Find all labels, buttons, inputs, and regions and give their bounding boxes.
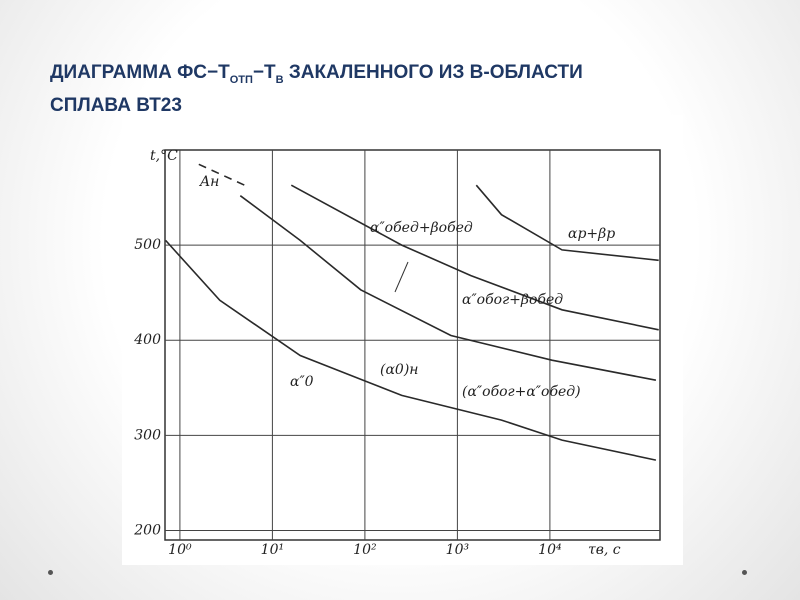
y-axis-label: t,°C (150, 148, 178, 164)
x-tick-label: 10⁴ (538, 542, 562, 558)
region-label: (α″обог+α″обед) (462, 384, 581, 400)
y-tick-label: 500 (134, 237, 161, 253)
boundary-line (239, 195, 657, 381)
title-text: −T (252, 62, 276, 83)
title-text: ДИАГРАММА ФС−T (50, 62, 230, 83)
region-label: Aн (198, 174, 219, 190)
title-text: СПЛАВА ВТ23 (50, 94, 182, 116)
region-label: α″обог+βобед (462, 292, 563, 308)
title-subscript: ОТП (229, 73, 253, 86)
x-tick-label: 10⁰ (168, 542, 192, 558)
title-text: ЗАКАЛЕННОГО ИЗ В-ОБЛАСТИ (283, 62, 583, 83)
region-label: αр+βр (568, 226, 615, 242)
x-axis-label: τв, с (588, 542, 621, 558)
y-tick-label: 300 (134, 427, 161, 443)
x-tick-label: 10¹ (261, 542, 284, 558)
x-tick-label: 10³ (446, 542, 470, 558)
y-tick-label: 200 (133, 522, 161, 538)
region-label: (α0)н (380, 362, 419, 378)
boundary-line (475, 184, 659, 262)
slide-title: ДИАГРАММА ФС−TОТП−TВ ЗАКАЛЕННОГО ИЗ В-ОБ… (50, 60, 750, 118)
x-tick-label: 10² (353, 542, 377, 558)
boundary-line (165, 239, 657, 461)
boundary-line (290, 184, 659, 331)
region-label: α″0 (290, 374, 314, 390)
plot-frame (164, 149, 661, 541)
region-label: α″обед+βобед (370, 220, 473, 236)
slide-dot (742, 570, 747, 575)
y-tick-label: 400 (133, 332, 161, 348)
leader-line (394, 261, 409, 293)
slide-dot (48, 570, 53, 575)
title-subscript: В (275, 73, 284, 86)
